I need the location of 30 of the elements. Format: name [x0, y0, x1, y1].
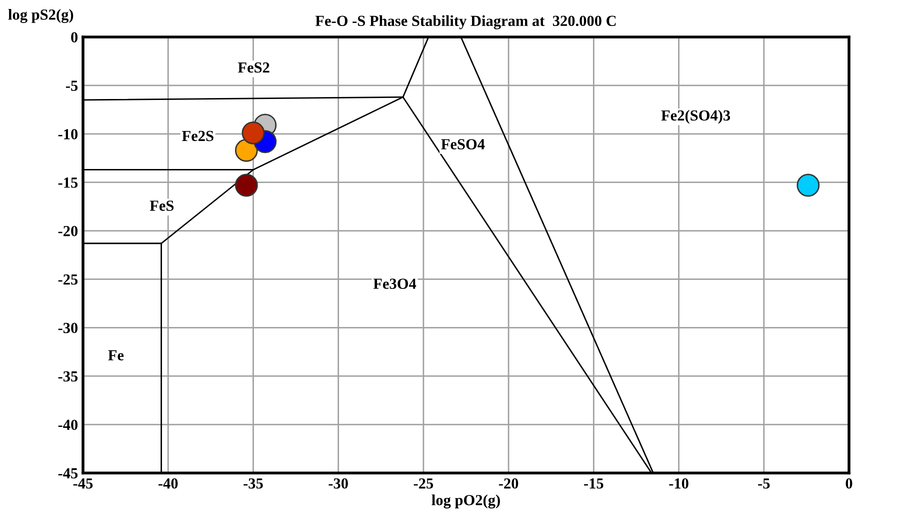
y-axis-title: log pS2(g): [8, 9, 74, 23]
annotation: FeS2: [238, 62, 270, 73]
annotation: Fe: [108, 350, 124, 360]
y-tick-label: -5: [66, 80, 78, 91]
y-tick-label: -20: [58, 226, 78, 236]
y-tick-label: -35: [58, 371, 78, 382]
y-tick-label: -15: [58, 178, 78, 188]
chart-title: Fe-O -S Phase Stability Diagram at 320.000 C: [315, 15, 616, 30]
y-tick-label: -40: [58, 420, 78, 430]
x-tick-label: 0: [846, 478, 852, 489]
annotation: Fe3O4: [373, 278, 416, 289]
x-tick-label: -5: [758, 478, 770, 489]
y-tick-label: -30: [58, 322, 78, 334]
x-tick-label: -45: [73, 478, 93, 489]
annotation: FeS: [150, 200, 174, 211]
annotation: Fe2(SO4)3: [661, 110, 730, 124]
y-tick-label: -45: [58, 468, 78, 478]
x-tick-label: -30: [328, 478, 348, 489]
x-tick-label: -25: [414, 478, 434, 489]
y-tick-label: -10: [58, 129, 78, 140]
x-axis-title: log pO2(g): [432, 494, 500, 508]
x-tick-label: -10: [669, 478, 688, 489]
annotation: FeSO4: [441, 139, 485, 150]
x-tick-label: -20: [498, 478, 518, 489]
x-tick-label: -15: [584, 478, 604, 489]
y-tick-label: -25: [58, 274, 78, 285]
annotation: Fe2S: [182, 130, 214, 142]
x-tick-label: -40: [158, 478, 178, 489]
x-tick-label: -35: [244, 478, 263, 489]
y-tick-label: 0: [71, 32, 78, 42]
